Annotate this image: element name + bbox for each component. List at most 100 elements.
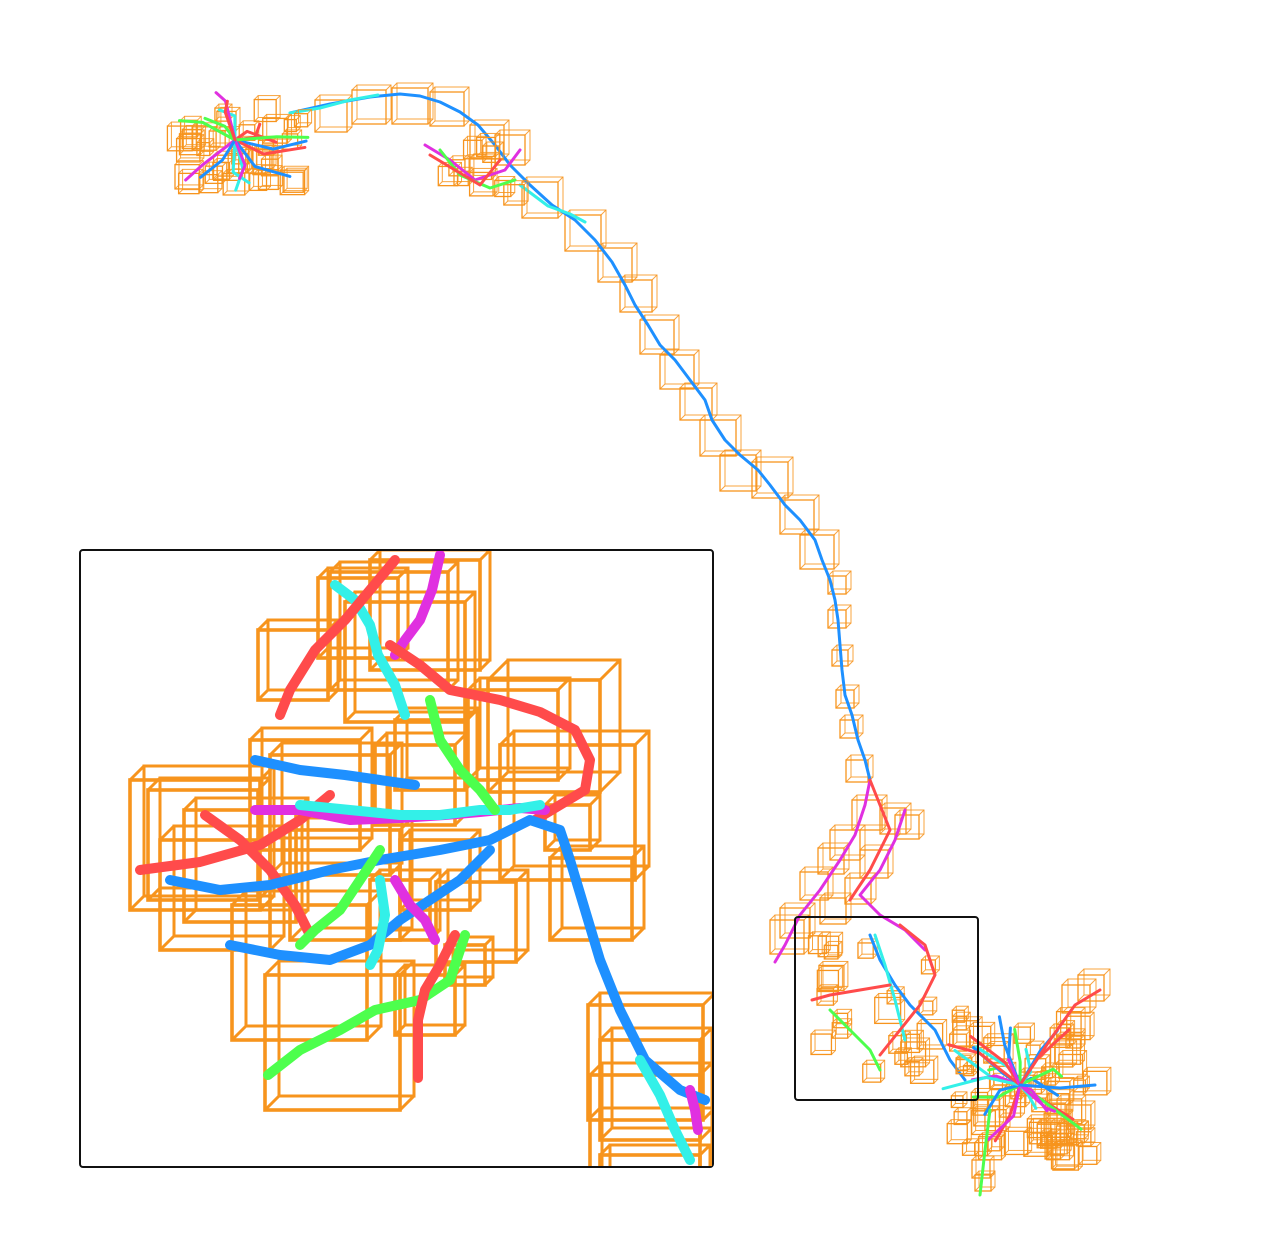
cluster-track <box>203 116 237 142</box>
cluster-track <box>231 138 251 185</box>
zoom-region-marker <box>794 916 979 1101</box>
cluster-track <box>1013 1027 1022 1087</box>
cluster-track <box>233 138 307 156</box>
wireframe-box <box>253 95 281 123</box>
cluster-track <box>233 138 292 178</box>
wireframe-box <box>909 1055 939 1084</box>
wireframe-box <box>598 1143 712 1166</box>
cluster-track <box>184 138 237 182</box>
wireframe-box <box>857 938 878 959</box>
wireframe-box <box>807 931 831 955</box>
green-track <box>828 1008 882 1072</box>
wireframe-box <box>177 168 204 195</box>
wireframe-box <box>293 109 313 128</box>
green-track <box>295 845 385 950</box>
wireframe-box <box>1066 1011 1095 1041</box>
blue-track <box>165 815 710 1105</box>
red-track <box>428 153 502 187</box>
cyan-track <box>365 875 390 970</box>
main-view <box>166 82 1112 1197</box>
cyan-track <box>288 93 380 115</box>
wireframe-box <box>831 644 854 667</box>
wireframe-box <box>819 892 852 925</box>
wireframe-box <box>391 82 434 125</box>
cyan-track <box>518 183 587 224</box>
blue-track <box>250 755 420 790</box>
green-track <box>425 695 500 815</box>
red-track <box>200 810 315 940</box>
blue-track <box>868 933 967 1082</box>
red-track <box>810 983 892 1002</box>
wireframe-box <box>699 414 742 457</box>
wireframe-box <box>751 456 794 499</box>
wireframe-box <box>279 165 310 196</box>
blue-track <box>288 92 872 782</box>
wireframe-box <box>953 1107 972 1126</box>
wireframe-box <box>178 129 205 156</box>
cluster-track <box>941 1075 1022 1091</box>
red-track <box>878 923 937 1057</box>
cluster-track <box>233 138 308 151</box>
green-track <box>263 930 470 1080</box>
magenta-track <box>390 551 445 660</box>
red-track <box>1018 988 1102 1087</box>
wireframe-box <box>521 176 564 219</box>
wireframe-box <box>816 965 843 993</box>
cyan-track <box>873 933 907 1042</box>
wireframe-box <box>950 1091 968 1109</box>
cluster-track <box>983 1083 1022 1116</box>
magenta-track <box>858 808 927 952</box>
cluster-track <box>223 99 237 142</box>
magenta-track <box>685 1085 703 1135</box>
wireframe-box <box>874 992 906 1025</box>
wireframe-box <box>862 1059 886 1083</box>
wireframe-box <box>1077 968 1111 1002</box>
wireframe-box <box>779 494 820 535</box>
cluster-track <box>199 138 237 179</box>
cluster-track <box>946 1043 1022 1087</box>
wireframe-box <box>799 866 834 901</box>
wireframe-box <box>769 914 810 955</box>
cyan-track <box>295 800 545 820</box>
wireframe-box <box>1065 1028 1086 1049</box>
wireframe-box <box>1082 1066 1112 1096</box>
wireframe-box <box>1003 1126 1033 1156</box>
cyan-track <box>635 1055 695 1165</box>
wireframe-box <box>955 1055 972 1072</box>
wireframe-box <box>619 274 658 313</box>
wireframe-box <box>256 618 340 702</box>
wireframe-box <box>598 1026 712 1142</box>
wireframe-box <box>429 86 470 127</box>
red-track <box>385 640 595 825</box>
wireframe-box <box>639 314 680 355</box>
wireframe-box <box>475 132 501 158</box>
wireframe-box <box>827 604 852 629</box>
inset-content <box>128 551 712 1166</box>
wireframe-box <box>494 176 516 198</box>
wireframe-box <box>904 1057 924 1077</box>
cluster-track <box>1018 1083 1057 1113</box>
red-track <box>413 930 460 1083</box>
wireframe-box <box>1028 1117 1056 1145</box>
wireframe-box <box>817 842 850 875</box>
magenta-track <box>773 778 872 964</box>
red-track <box>275 555 400 720</box>
wireframe-box <box>827 570 852 595</box>
wireframe-box <box>282 167 308 193</box>
cluster-track <box>233 135 310 142</box>
wireframe-box <box>818 960 849 992</box>
wireframe-box <box>823 940 843 960</box>
green-track <box>978 1108 992 1197</box>
red-track <box>848 778 892 902</box>
zoom-inset <box>79 549 714 1168</box>
cluster-track <box>177 119 237 142</box>
wireframe-box <box>951 1005 969 1023</box>
wireframe-box <box>961 1138 980 1156</box>
cluster-track <box>1018 1067 1064 1087</box>
wireframe-box <box>351 84 392 125</box>
cluster-track <box>986 1083 1022 1142</box>
wireframe-box <box>1058 1050 1088 1079</box>
magenta-track <box>390 875 440 945</box>
blue-track <box>1018 1083 1097 1090</box>
